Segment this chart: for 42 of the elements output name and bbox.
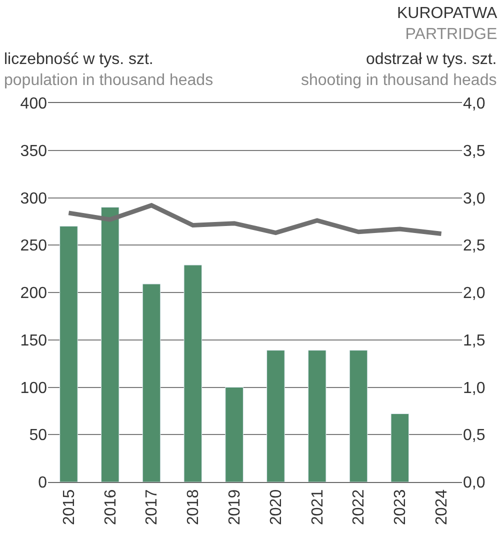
y2-tick-label: 0,0 bbox=[463, 474, 486, 492]
y-axis-title: liczebność w tys. szt. population in thousand heads bbox=[4, 51, 214, 89]
x-tick-label: 2018 bbox=[185, 489, 202, 525]
x-tick-label: 2024 bbox=[434, 489, 450, 525]
x-tick-label: 2022 bbox=[350, 489, 368, 525]
x-tick-label: 2019 bbox=[226, 489, 244, 525]
chart-title: KUROPATWA bbox=[397, 5, 498, 22]
y-tick-label: 400 bbox=[20, 96, 48, 113]
bar bbox=[184, 264, 202, 482]
x-tick-label: 2017 bbox=[144, 489, 161, 525]
y-tick-label: 150 bbox=[20, 332, 48, 350]
y2-axis-title: odstrzał w tys. szt. shooting in thousand heads bbox=[301, 51, 497, 89]
bar bbox=[266, 350, 285, 482]
y-tick-label: 100 bbox=[20, 380, 48, 397]
bar bbox=[349, 350, 368, 482]
y-tick-label: 350 bbox=[20, 142, 48, 160]
x-tick-label: 2023 bbox=[392, 489, 410, 525]
bar bbox=[60, 226, 78, 482]
y2-tick-label: 3,5 bbox=[463, 142, 486, 160]
x-tick-label: 2020 bbox=[268, 489, 285, 525]
y2-tick-label: 0,5 bbox=[463, 427, 486, 444]
chart-subtitle: PARTRIDGE bbox=[405, 26, 498, 43]
y2-tick-label: 1,0 bbox=[463, 380, 486, 397]
y-tick-label: 300 bbox=[20, 190, 48, 208]
line-series bbox=[66, 203, 444, 236]
y2-tick-label: 3,0 bbox=[463, 190, 486, 208]
y-tick-label: 0 bbox=[38, 474, 48, 492]
bar bbox=[225, 387, 244, 482]
bar bbox=[390, 414, 410, 482]
bar bbox=[142, 284, 161, 482]
x-tick-label: 2021 bbox=[309, 489, 326, 525]
y-tick-label: 200 bbox=[20, 285, 48, 302]
y-tick-label: 250 bbox=[20, 238, 48, 255]
y2-tick-label: 2,0 bbox=[463, 285, 486, 302]
y-tick-label: 50 bbox=[29, 427, 48, 444]
y2-tick-label: 1,5 bbox=[463, 332, 486, 350]
y2-tick-label: 2,5 bbox=[463, 238, 486, 255]
x-tick-label: 2016 bbox=[102, 489, 120, 525]
x-tick-label: 2015 bbox=[60, 489, 78, 525]
bar bbox=[308, 350, 326, 482]
bar bbox=[100, 206, 120, 482]
y2-tick-label: 4,0 bbox=[463, 96, 486, 113]
